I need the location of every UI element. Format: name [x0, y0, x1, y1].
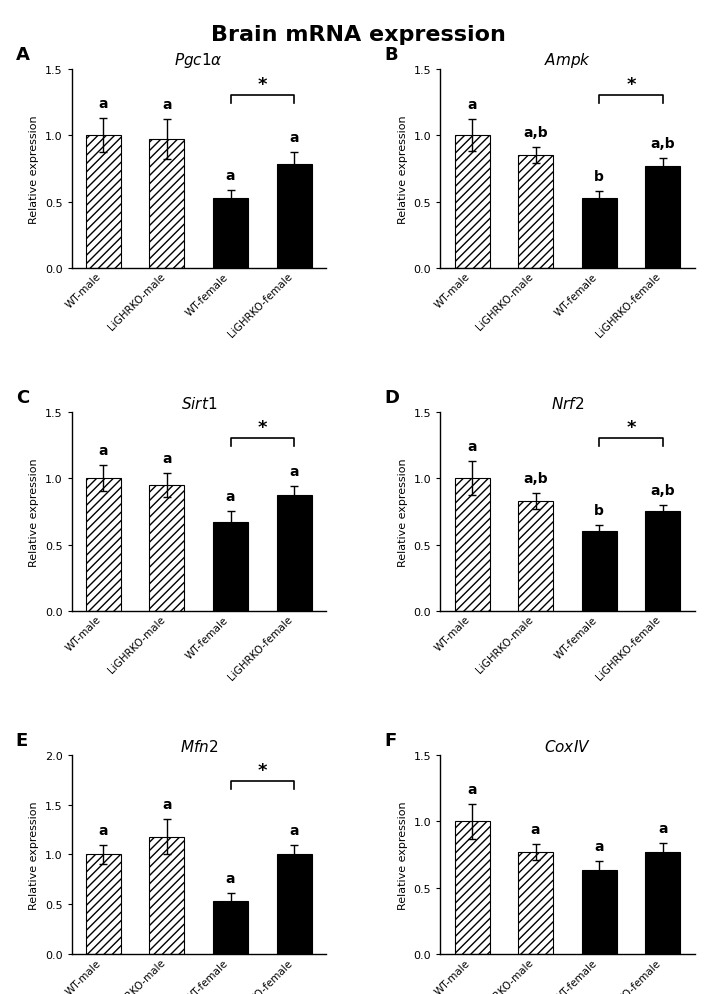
Text: a: a — [289, 465, 299, 479]
Text: *: * — [258, 761, 267, 779]
Text: *: * — [626, 76, 636, 93]
Text: a: a — [531, 822, 541, 836]
Y-axis label: Relative expression: Relative expression — [29, 457, 39, 567]
Title: $\bf{\it{CoxIV}}$: $\bf{\it{CoxIV}}$ — [544, 738, 591, 753]
Text: a: a — [99, 96, 108, 110]
Title: $\bf{\it{Pgc1}}\bf{\it{\alpha}}$: $\bf{\it{Pgc1}}\bf{\it{\alpha}}$ — [174, 51, 223, 70]
Bar — [213, 902, 248, 954]
Y-axis label: Relative expression: Relative expression — [29, 115, 39, 224]
Text: Brain mRNA expression: Brain mRNA expression — [211, 25, 505, 45]
Text: a: a — [658, 821, 667, 835]
Text: a: a — [468, 439, 477, 453]
Bar — [645, 852, 680, 954]
Text: a: a — [163, 98, 172, 112]
Text: F: F — [384, 731, 397, 749]
Bar — [276, 496, 311, 611]
Bar — [86, 136, 121, 268]
Text: D: D — [384, 389, 400, 407]
Y-axis label: Relative expression: Relative expression — [29, 800, 39, 909]
Y-axis label: Relative expression: Relative expression — [398, 457, 408, 567]
Bar — [86, 855, 121, 954]
Text: a,b: a,b — [523, 471, 548, 485]
Text: a: a — [289, 823, 299, 837]
Text: E: E — [16, 731, 28, 749]
Text: a: a — [163, 797, 172, 811]
Bar — [455, 821, 490, 954]
Bar — [150, 140, 185, 268]
Bar — [213, 523, 248, 611]
Text: a: a — [226, 490, 236, 504]
Bar — [518, 501, 553, 611]
Text: *: * — [258, 418, 267, 436]
Title: $\bf{\it{Ampk}}$: $\bf{\it{Ampk}}$ — [544, 51, 591, 70]
Bar — [455, 136, 490, 268]
Text: a: a — [99, 823, 108, 837]
Bar — [150, 837, 185, 954]
Bar — [581, 532, 616, 611]
Text: a: a — [594, 839, 604, 853]
Text: A: A — [16, 46, 29, 64]
Bar — [645, 167, 680, 268]
Bar — [213, 199, 248, 268]
Text: a: a — [289, 131, 299, 145]
Text: a: a — [226, 169, 236, 183]
Bar — [518, 852, 553, 954]
Text: C: C — [16, 389, 29, 407]
Title: $\bf{\it{Mfn2}}$: $\bf{\it{Mfn2}}$ — [180, 738, 218, 753]
Text: a: a — [468, 98, 477, 112]
Bar — [276, 165, 311, 268]
Y-axis label: Relative expression: Relative expression — [398, 800, 408, 909]
Text: *: * — [258, 76, 267, 93]
Text: b: b — [594, 170, 604, 184]
Text: a: a — [99, 443, 108, 457]
Bar — [455, 479, 490, 611]
Text: b: b — [594, 503, 604, 517]
Bar — [581, 199, 616, 268]
Bar — [86, 479, 121, 611]
Text: a,b: a,b — [650, 483, 675, 497]
Text: B: B — [384, 46, 398, 64]
Bar — [581, 871, 616, 954]
Text: a,b: a,b — [650, 136, 675, 151]
Text: a: a — [468, 782, 477, 796]
Bar — [276, 855, 311, 954]
Title: $\bf{\it{Sirt1}}$: $\bf{\it{Sirt1}}$ — [180, 396, 217, 412]
Text: *: * — [626, 418, 636, 436]
Bar — [645, 512, 680, 611]
Text: a: a — [226, 872, 236, 886]
Title: $\bf{\it{Nrf2}}$: $\bf{\it{Nrf2}}$ — [551, 396, 584, 412]
Bar — [150, 485, 185, 611]
Text: a,b: a,b — [523, 126, 548, 140]
Bar — [518, 156, 553, 268]
Text: a: a — [163, 451, 172, 465]
Y-axis label: Relative expression: Relative expression — [398, 115, 408, 224]
